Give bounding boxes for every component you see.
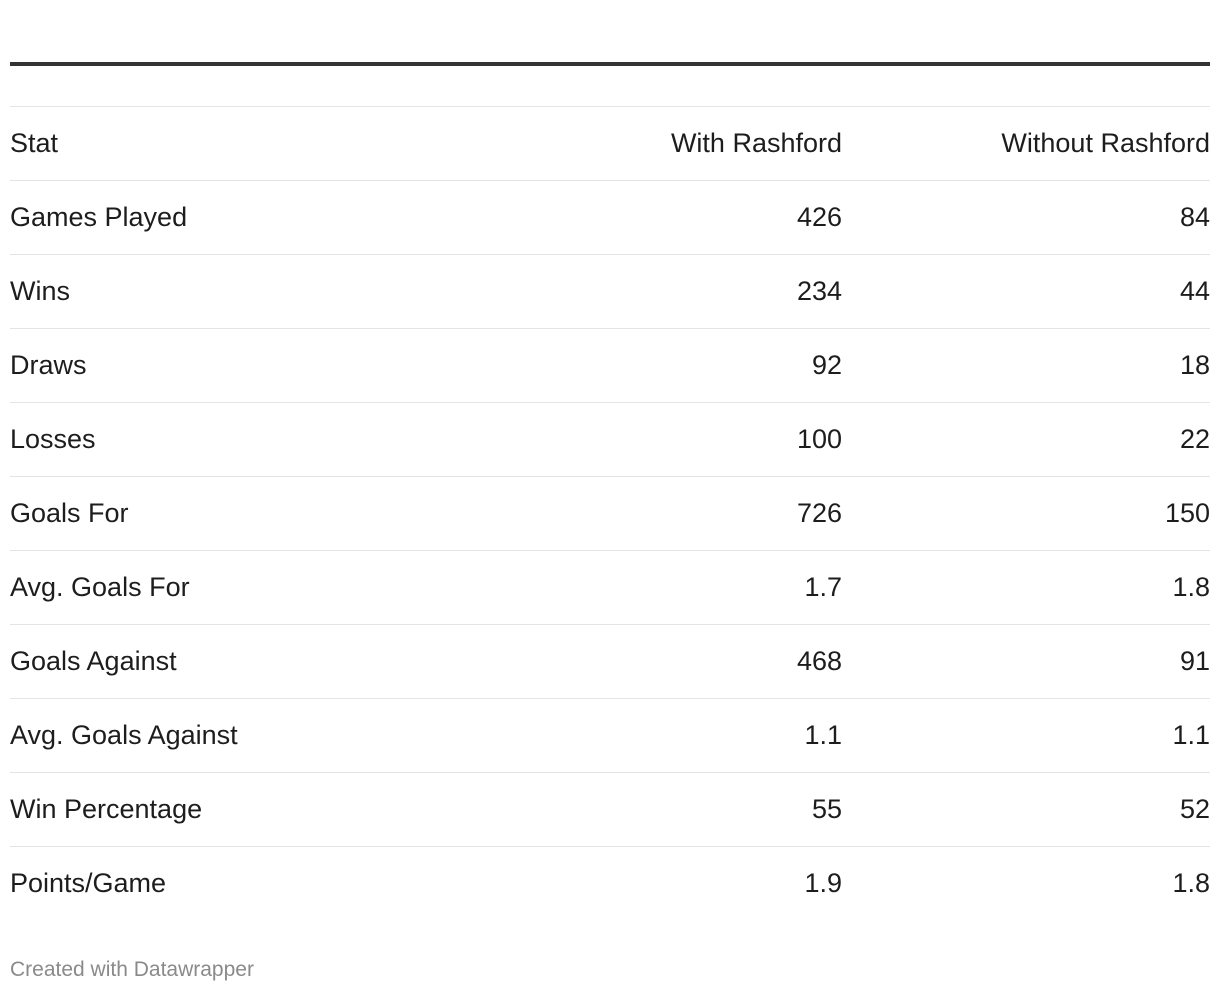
without-rashford-value: 1.8	[1172, 572, 1210, 602]
without-rashford-value: 1.1	[1172, 720, 1210, 750]
footer-credit: Created with Datawrapper	[10, 958, 254, 981]
with-rashford-value: 426	[796, 202, 842, 232]
table-row: Goals Against 468 91	[10, 625, 1210, 699]
stat-label: Points/Game	[10, 868, 167, 898]
with-rashford-value: 1.1	[804, 720, 842, 750]
table-row: Losses 100 22	[10, 403, 1210, 477]
without-rashford-value: 44	[1179, 276, 1210, 306]
table-row: Avg. Goals For 1.7 1.8	[10, 551, 1210, 625]
stat-label: Goals For	[10, 498, 129, 528]
table-header-row: Stat With Rashford Without Rashford	[10, 107, 1210, 181]
table-row: Avg. Goals Against 1.1 1.1	[10, 699, 1210, 773]
table-row: Points/Game 1.9 1.8	[10, 847, 1210, 920]
stat-label: Goals Against	[10, 646, 177, 676]
column-header-with-rashford: With Rashford	[670, 128, 842, 158]
top-rule	[10, 62, 1210, 66]
stat-label: Avg. Goals For	[10, 572, 190, 602]
stat-label: Win Percentage	[10, 794, 203, 824]
with-rashford-value: 726	[796, 498, 842, 528]
stat-label: Avg. Goals Against	[10, 720, 238, 750]
with-rashford-value: 92	[811, 350, 842, 380]
table-row: Win Percentage 55 52	[10, 773, 1210, 847]
with-rashford-value: 100	[796, 424, 842, 454]
without-rashford-value: 1.8	[1172, 868, 1210, 898]
column-header-stat: Stat	[10, 128, 59, 158]
with-rashford-value: 1.7	[804, 572, 842, 602]
stats-table: Stat With Rashford Without Rashford Game…	[10, 106, 1210, 920]
without-rashford-value: 52	[1179, 794, 1210, 824]
with-rashford-value: 468	[796, 646, 842, 676]
without-rashford-value: 150	[1164, 498, 1210, 528]
table-row: Wins 234 44	[10, 255, 1210, 329]
without-rashford-value: 18	[1179, 350, 1210, 380]
table-row: Games Played 426 84	[10, 181, 1210, 255]
without-rashford-value: 84	[1179, 202, 1210, 232]
without-rashford-value: 22	[1179, 424, 1210, 454]
without-rashford-value: 91	[1179, 646, 1210, 676]
table-row: Goals For 726 150	[10, 477, 1210, 551]
stat-label: Losses	[10, 424, 96, 454]
stat-label: Draws	[10, 350, 87, 380]
with-rashford-value: 234	[796, 276, 842, 306]
with-rashford-value: 55	[811, 794, 842, 824]
stat-label: Games Played	[10, 202, 188, 232]
column-header-without-rashford: Without Rashford	[1001, 128, 1210, 158]
with-rashford-value: 1.9	[804, 868, 842, 898]
table-row: Draws 92 18	[10, 329, 1210, 403]
stat-label: Wins	[10, 276, 70, 306]
